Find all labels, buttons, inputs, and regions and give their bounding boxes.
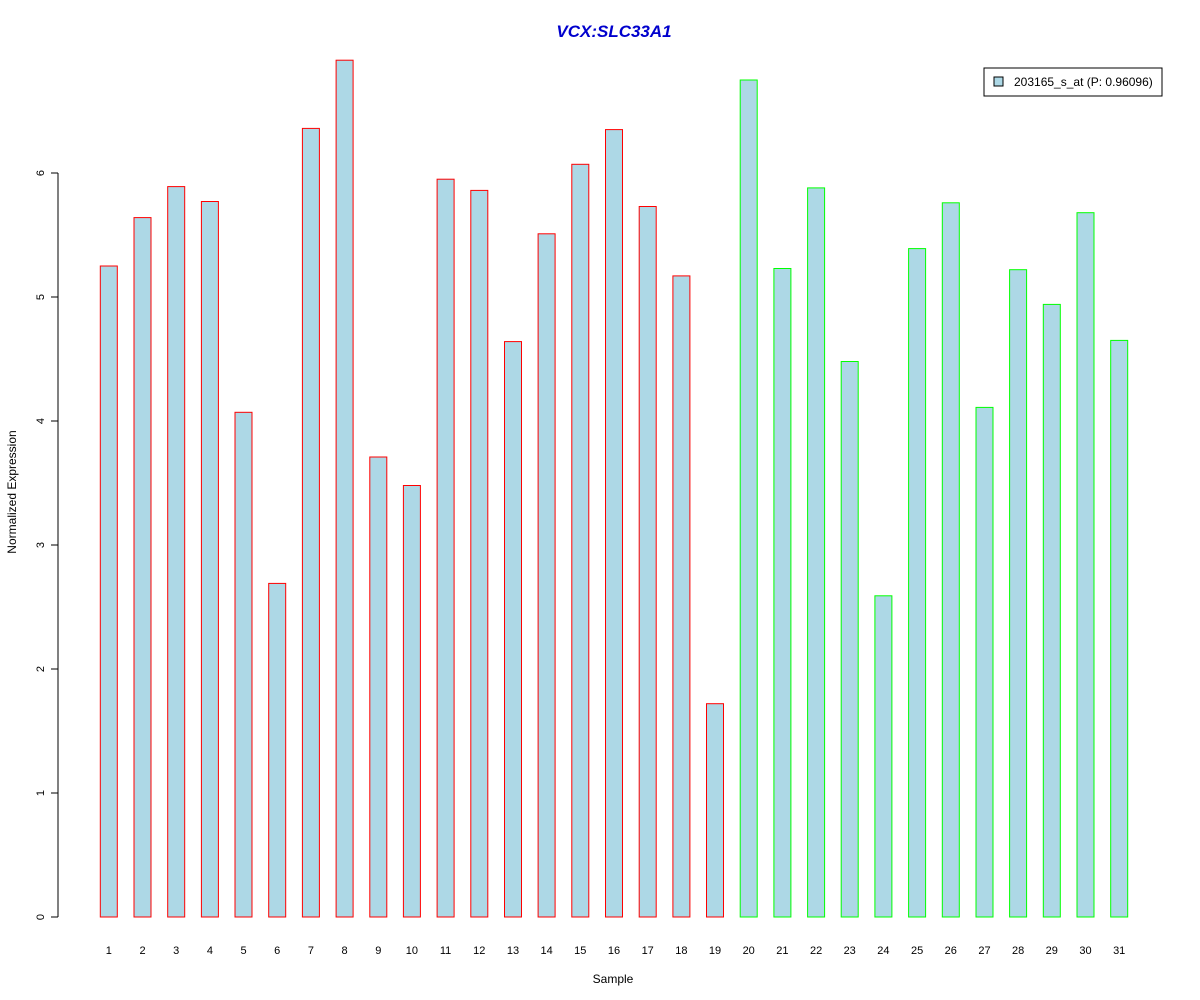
legend-box	[983, 67, 1163, 97]
y-tick-label: 6	[35, 170, 47, 176]
bar-sample-23	[840, 361, 859, 918]
y-tick-label: 3	[35, 542, 47, 548]
bar-sample-15	[571, 163, 590, 918]
x-tick-label: 18	[675, 945, 687, 957]
legend: 203165_s_at (P: 0.96096)	[983, 67, 1163, 97]
y-tick-label: 2	[35, 666, 47, 672]
x-tick-label: 1	[106, 945, 112, 957]
bar-sample-29	[1042, 303, 1061, 918]
bar-sample-11	[436, 178, 455, 918]
bar-sample-30	[1076, 212, 1095, 918]
bar-sample-10	[402, 485, 421, 918]
x-tick-label: 25	[911, 945, 923, 957]
x-axis-label: Sample	[593, 972, 634, 986]
bar-sample-22	[807, 187, 826, 918]
x-tick-label: 12	[473, 945, 485, 957]
bar-sample-12	[470, 189, 489, 918]
x-tick-label: 4	[207, 945, 213, 957]
x-tick-label: 3	[173, 945, 179, 957]
chart-title: VCX:SLC33A1	[556, 22, 671, 41]
bar-sample-16	[605, 129, 623, 918]
bar-sample-6	[268, 582, 287, 918]
bar-sample-26	[941, 202, 960, 918]
legend-swatch	[993, 76, 1004, 87]
x-tick-label: 5	[240, 945, 246, 957]
y-tick-label: 1	[35, 790, 47, 796]
x-tick-label: 6	[274, 945, 280, 957]
x-tick-label: 11	[440, 945, 451, 957]
y-axis-label: Normalized Expression	[5, 430, 19, 553]
x-tick-label: 31	[1113, 945, 1125, 957]
bar-sample-1	[99, 265, 118, 918]
x-tick-label: 24	[877, 945, 889, 957]
x-tick-label: 19	[709, 945, 721, 957]
bar-sample-9	[369, 456, 388, 918]
bar-sample-5	[234, 411, 253, 918]
bar-sample-4	[200, 201, 219, 918]
x-tick-label: 17	[642, 945, 654, 957]
bar-sample-14	[537, 233, 556, 918]
y-tick-label: 0	[35, 914, 47, 920]
x-tick-label: 9	[375, 945, 381, 957]
y-tick-label: 5	[35, 294, 47, 300]
x-tick-labels: 1 2 3 4 5 6 7 8 9 10 11 12 13 14 15 16 17 18 19 20 21 22 23 24 2…	[106, 945, 1126, 957]
y-tick-label: 4	[35, 418, 47, 424]
x-tick-label: 30	[1079, 945, 1091, 957]
bar-sample-13	[504, 341, 522, 918]
bar-sample-25	[908, 248, 927, 918]
bar-sample-21	[773, 268, 792, 918]
x-tick-label: 29	[1046, 945, 1058, 957]
bar-sample-3	[167, 186, 186, 918]
x-tick-label: 15	[574, 945, 586, 957]
x-tick-label: 8	[342, 945, 348, 957]
x-tick-label: 22	[810, 945, 822, 957]
bar-sample-7	[301, 127, 320, 918]
x-tick-label: 7	[308, 945, 314, 957]
x-tick-label: 14	[540, 945, 552, 957]
bar-sample-24	[874, 595, 893, 918]
x-tick-label: 28	[1012, 945, 1024, 957]
legend-label: 203165_s_at (P: 0.96096)	[1014, 75, 1153, 89]
x-tick-label: 2	[139, 945, 145, 957]
x-tick-label: 23	[844, 945, 856, 957]
y-axis: 0 1 2 3 4 5 6	[35, 170, 59, 920]
x-tick-label: 13	[507, 945, 519, 957]
x-tick-label: 10	[406, 945, 418, 957]
bar-sample-18	[672, 275, 691, 918]
bar-sample-17	[638, 206, 657, 918]
x-tick-label: 26	[945, 945, 957, 957]
bars	[99, 59, 1129, 918]
bar-sample-28	[1009, 269, 1028, 918]
bar-sample-31	[1110, 339, 1129, 918]
bar-sample-20	[739, 79, 758, 918]
bar-sample-19	[706, 703, 724, 918]
bar-sample-2	[133, 217, 152, 918]
bar-sample-8	[335, 59, 354, 918]
bar-sample-27	[975, 406, 994, 918]
x-tick-label: 16	[608, 945, 620, 957]
x-tick-label: 21	[776, 945, 788, 957]
x-tick-label: 27	[978, 945, 990, 957]
x-tick-label: 20	[743, 945, 755, 957]
